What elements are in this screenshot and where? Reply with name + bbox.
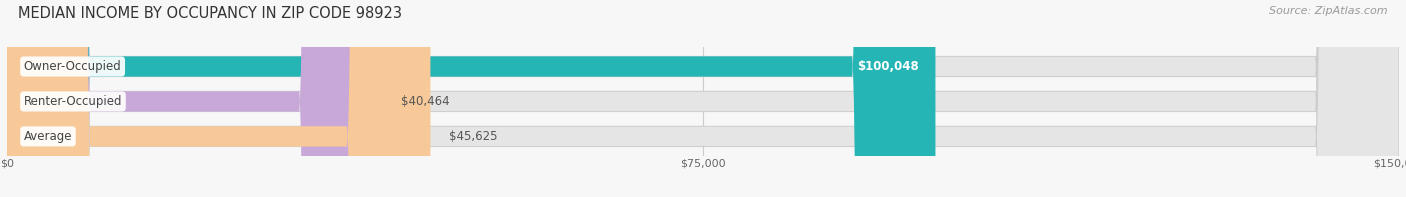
Text: Source: ZipAtlas.com: Source: ZipAtlas.com	[1270, 6, 1388, 16]
Text: $45,625: $45,625	[449, 130, 498, 143]
FancyBboxPatch shape	[7, 0, 1399, 197]
Text: MEDIAN INCOME BY OCCUPANCY IN ZIP CODE 98923: MEDIAN INCOME BY OCCUPANCY IN ZIP CODE 9…	[18, 6, 402, 21]
Text: Owner-Occupied: Owner-Occupied	[24, 60, 121, 73]
Text: Renter-Occupied: Renter-Occupied	[24, 95, 122, 108]
Text: $100,048: $100,048	[858, 60, 918, 73]
FancyBboxPatch shape	[7, 0, 430, 197]
FancyBboxPatch shape	[7, 0, 1399, 197]
FancyBboxPatch shape	[7, 0, 935, 197]
FancyBboxPatch shape	[7, 0, 1399, 197]
Text: $40,464: $40,464	[401, 95, 450, 108]
Text: Average: Average	[24, 130, 72, 143]
FancyBboxPatch shape	[7, 0, 382, 197]
